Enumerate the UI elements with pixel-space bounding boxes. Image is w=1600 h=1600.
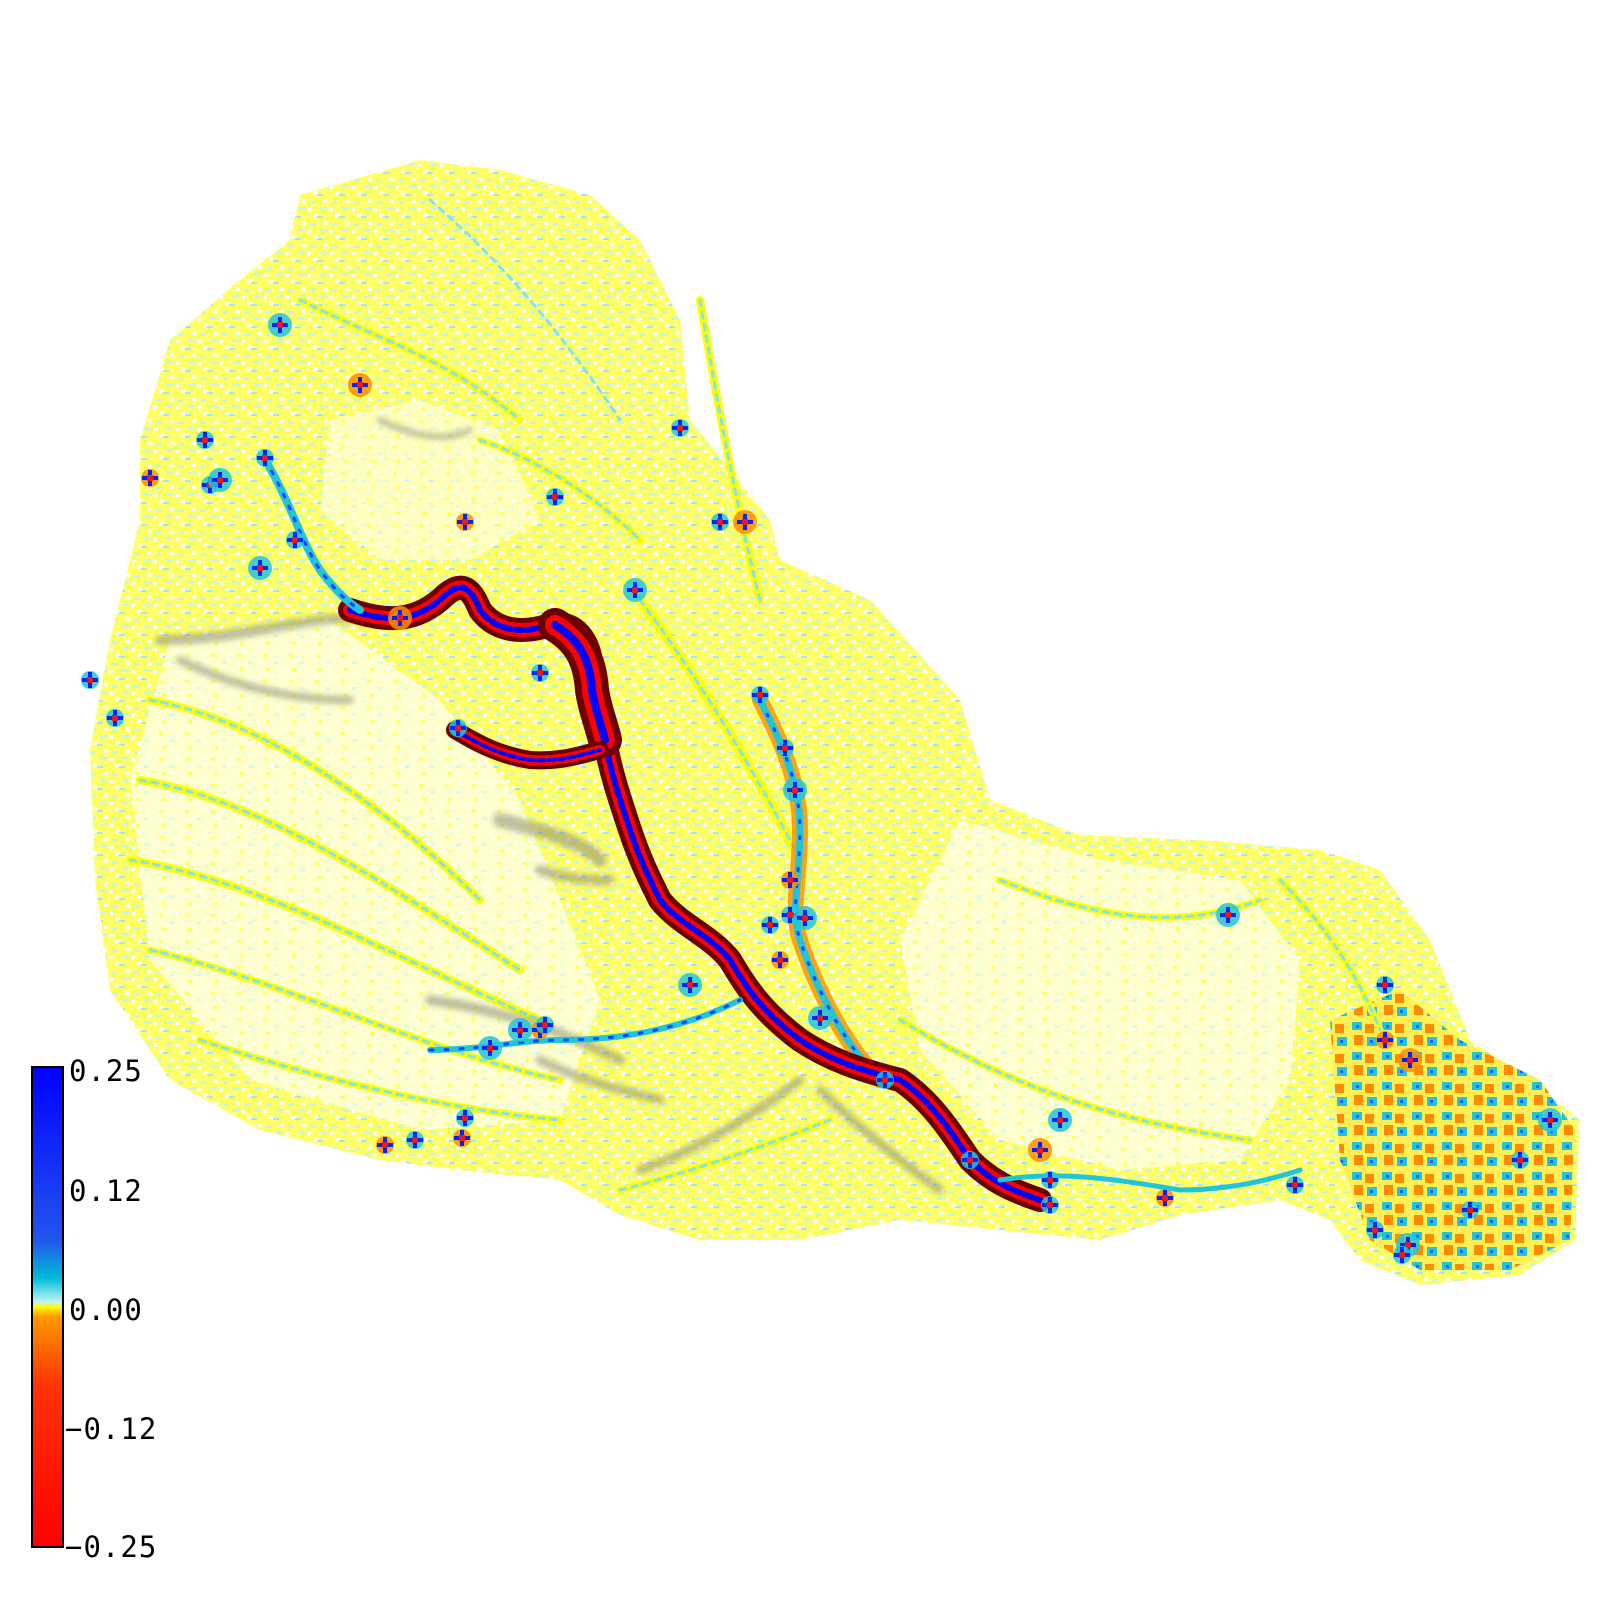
pit-center [677,425,683,431]
shaded-valleys [155,417,945,1195]
pit-center [1037,1147,1043,1153]
pit-center [1372,1227,1378,1233]
pit-center [487,1045,493,1051]
pit-center [462,1115,468,1121]
pit-center [112,715,118,721]
pit-center [382,1142,388,1148]
pit-center [777,957,783,963]
pit-center [792,787,798,793]
colorbar-tick-low: −0.12 [65,1412,158,1446]
pit-center [817,1015,823,1021]
pit-center [455,725,461,731]
pit-center [787,912,793,918]
pit-center [1517,1157,1523,1163]
pit-center [1547,1117,1553,1123]
pit-center [882,1077,888,1083]
pit-center [412,1137,418,1143]
pit-center [1057,1117,1063,1123]
delta-fan [1330,990,1575,1270]
pit-center [967,1157,973,1163]
pit-center [87,677,93,683]
pit-center [1467,1207,1473,1213]
main-channel [261,456,1303,1212]
pit-center [1047,1177,1053,1183]
pit-center [277,322,283,328]
pit-center [537,670,543,676]
pit-center [687,982,693,988]
eastern-tributary-dots [758,698,882,1082]
pit-center [459,1135,465,1141]
light-zone-east [900,820,1300,1170]
pit-center [217,477,223,483]
pit-center [202,437,208,443]
pit-center [632,587,638,593]
upper-feeder [261,456,364,614]
pit-center [147,475,153,481]
pit-center [1047,1202,1053,1208]
pit-center [787,877,793,883]
pit-center [1382,982,1388,988]
pit-center [397,615,403,621]
pit-center [462,519,468,525]
pit-center [1407,1057,1413,1063]
pit-center [802,915,808,921]
pit-center [1399,1252,1405,1258]
pit-center [717,519,723,525]
pit-center [1292,1182,1298,1188]
eastern-tributary [752,692,888,1088]
pit-center [292,537,298,543]
colorbar-tick-high: 0.12 [69,1174,143,1208]
colorbar [31,1066,64,1548]
pit-center [1162,1195,1168,1201]
pit-center [517,1027,523,1033]
pit-center [782,745,788,751]
pit-center [1405,1242,1411,1248]
pit-center [552,494,558,500]
colorbar-gradient-bar [31,1066,64,1548]
pit-center [357,382,363,388]
colorbar-tick-min: −0.25 [65,1530,158,1564]
pit-center [542,1022,548,1028]
pit-center [1225,912,1231,918]
basin-area [90,160,1580,1285]
main-channel-core [347,584,1043,1203]
pit-center [257,565,263,571]
pit-markers [81,313,1562,1264]
colorbar-tick-zero: 0.00 [69,1293,143,1327]
pit-center [767,922,773,928]
pit-center [262,455,268,461]
pit-center [757,692,763,698]
pit-center [1382,1037,1388,1043]
colorbar-tick-max: 0.25 [69,1054,143,1088]
contour-streaks [126,198,1384,1194]
pit-center [742,519,748,525]
